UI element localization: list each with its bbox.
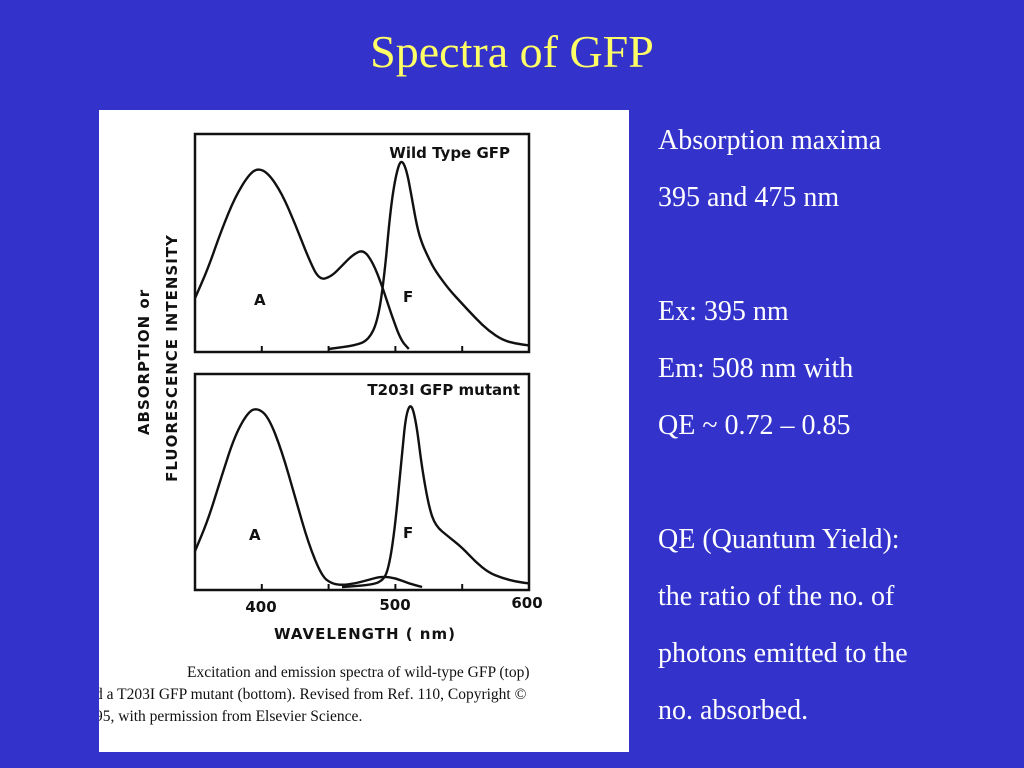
notes-line-4: Ex: 395 nm bbox=[658, 296, 789, 327]
top-panel-frame bbox=[193, 132, 531, 354]
notes-spacer-2 bbox=[658, 454, 1018, 511]
y-axis-label-line1: ABSORPTION or bbox=[135, 289, 153, 435]
mutant-curve-f bbox=[341, 405, 530, 589]
wild-type-curve-a bbox=[193, 168, 410, 350]
wild-type-curve-f bbox=[328, 160, 530, 351]
top-curve-label-f: F bbox=[403, 288, 413, 306]
x-tick-label-500: 500 bbox=[379, 596, 410, 614]
y-axis-label-line2: FLUORESCENCE INTENSITY bbox=[163, 234, 181, 482]
top-panel-title: Wild Type GFP bbox=[389, 144, 510, 162]
notes-line-1: Absorption maxima bbox=[658, 125, 882, 156]
bottom-panel-title: T203I GFP mutant bbox=[367, 381, 520, 399]
notes-line-8: QE (Quantum Yield): bbox=[658, 524, 900, 555]
x-axis-label: WAVELENGTH ( nm) bbox=[274, 625, 456, 643]
mutant-curve-a bbox=[193, 408, 423, 589]
bottom-panel-frame bbox=[193, 372, 531, 592]
notes-line-9: the ratio of the no. of bbox=[658, 581, 895, 612]
spectra-figure: ABSORPTION or FLUORESCENCE INTENSITY Wil… bbox=[99, 110, 629, 752]
x-tick-label-600: 600 bbox=[511, 594, 542, 612]
notes-spacer-1 bbox=[658, 226, 1018, 283]
slide-title: Spectra of GFP bbox=[370, 26, 654, 77]
figure-caption: Excitation and emission spectra of wild-… bbox=[99, 662, 629, 728]
caption-line-2: d a T203I GFP mutant (bottom). Revised f… bbox=[99, 686, 527, 703]
notes-line-2: 395 and 475 nm bbox=[658, 182, 840, 213]
notes-line-11: no. absorbed. bbox=[658, 695, 809, 726]
notes-panel: Absorption maxima 395 and 475 nm Ex: 395… bbox=[658, 112, 1018, 739]
caption-line-3: 95, with permission from Elsevier Scienc… bbox=[99, 708, 363, 725]
notes-line-6: QE ~ 0.72 – 0.85 bbox=[658, 410, 851, 441]
top-curve-label-a: A bbox=[254, 291, 266, 309]
bottom-curve-label-f: F bbox=[403, 524, 413, 542]
caption-line-1: Excitation and emission spectra of wild-… bbox=[187, 664, 530, 681]
bottom-curve-label-a: A bbox=[249, 526, 261, 544]
chart-marks bbox=[193, 160, 530, 590]
notes-line-5: Em: 508 nm with bbox=[658, 353, 854, 384]
notes-line-10: photons emitted to the bbox=[658, 638, 908, 669]
x-tick-label-400: 400 bbox=[245, 598, 276, 616]
spectra-chart: ABSORPTION or FLUORESCENCE INTENSITY Wil… bbox=[135, 132, 543, 643]
